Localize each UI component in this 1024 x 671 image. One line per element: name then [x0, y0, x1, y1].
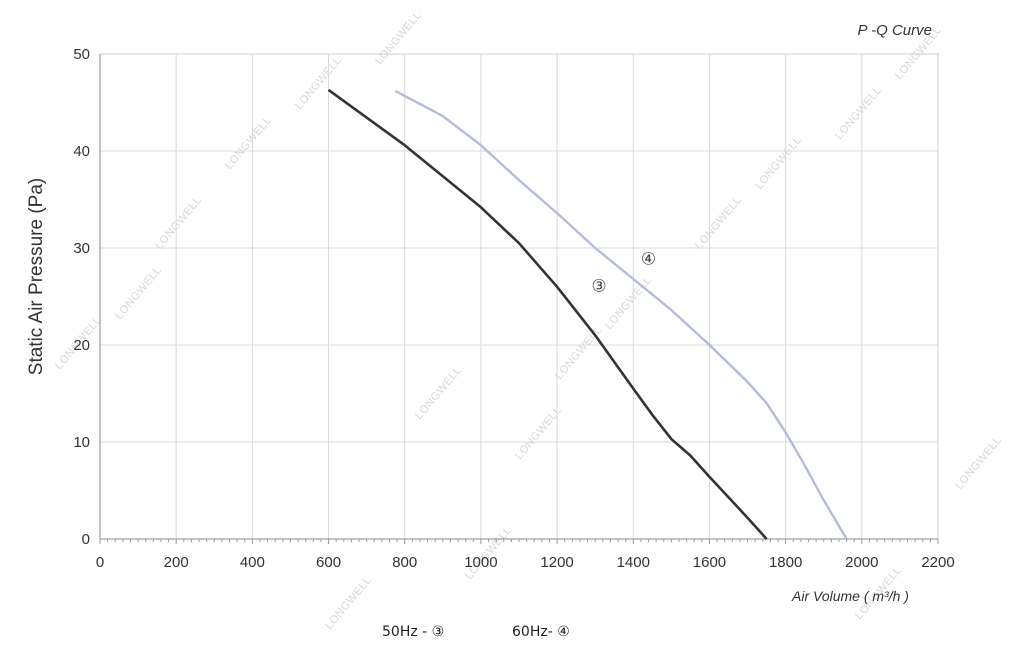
x-tick-label: 2000 [845, 554, 878, 571]
legend-entry-60hz: 60Hz- ④ [512, 624, 570, 640]
y-tick-label: 10 [73, 434, 90, 451]
watermark-text: LONGWELL [953, 434, 1004, 492]
y-tick-label: 0 [82, 531, 90, 548]
watermark-text: LONGWELL [833, 84, 884, 142]
x-tick-label: 600 [316, 554, 341, 571]
watermark-text: LONGWELL [553, 324, 604, 382]
x-tick-label: 0 [96, 554, 104, 571]
watermark-text: LONGWELL [223, 114, 274, 172]
watermark-text: LONGWELL [323, 574, 374, 632]
series-line-2 [394, 89, 848, 540]
x-axis-label: Air Volume ( m³/h ) [792, 588, 909, 604]
y-axis-label: Static Air Pressure (Pa) [26, 178, 47, 375]
watermark-text: LONGWELL [153, 194, 204, 252]
legend-entry-50hz: 50Hz - ③ [382, 624, 445, 640]
y-tick-label: 50 [73, 46, 90, 63]
watermark-text: LONGWELL [513, 404, 564, 462]
y-tick-label: 20 [73, 337, 90, 354]
x-tick-label: 400 [240, 554, 265, 571]
y-tick-label: 40 [73, 143, 90, 160]
watermark-text: LONGWELL [603, 274, 654, 332]
watermark-text: LONGWELL [693, 194, 744, 252]
x-tick-label: 1200 [540, 554, 573, 571]
watermark-text: LONGWELL [373, 9, 424, 67]
x-tick-label: 200 [164, 554, 189, 571]
curve-label-1: ③ [591, 277, 606, 297]
plot-frame [99, 53, 939, 540]
watermark-text: LONGWELL [293, 54, 344, 112]
watermark-text: LONGWELL [753, 134, 804, 192]
curve-label-2: ④ [641, 249, 656, 269]
x-tick-label: 1800 [769, 554, 802, 571]
series-line-1 [327, 88, 768, 540]
x-tick-label: 1400 [617, 554, 650, 571]
watermark-text: LONGWELL [113, 264, 164, 322]
x-tick-label: 1600 [693, 554, 726, 571]
x-tick-label: 2200 [921, 554, 954, 571]
x-tick-label: 1000 [464, 554, 497, 571]
chart-title: P -Q Curve [857, 22, 932, 39]
y-tick-label: 30 [73, 240, 90, 257]
watermark-text: LONGWELL [413, 364, 464, 422]
x-tick-label: 800 [392, 554, 417, 571]
